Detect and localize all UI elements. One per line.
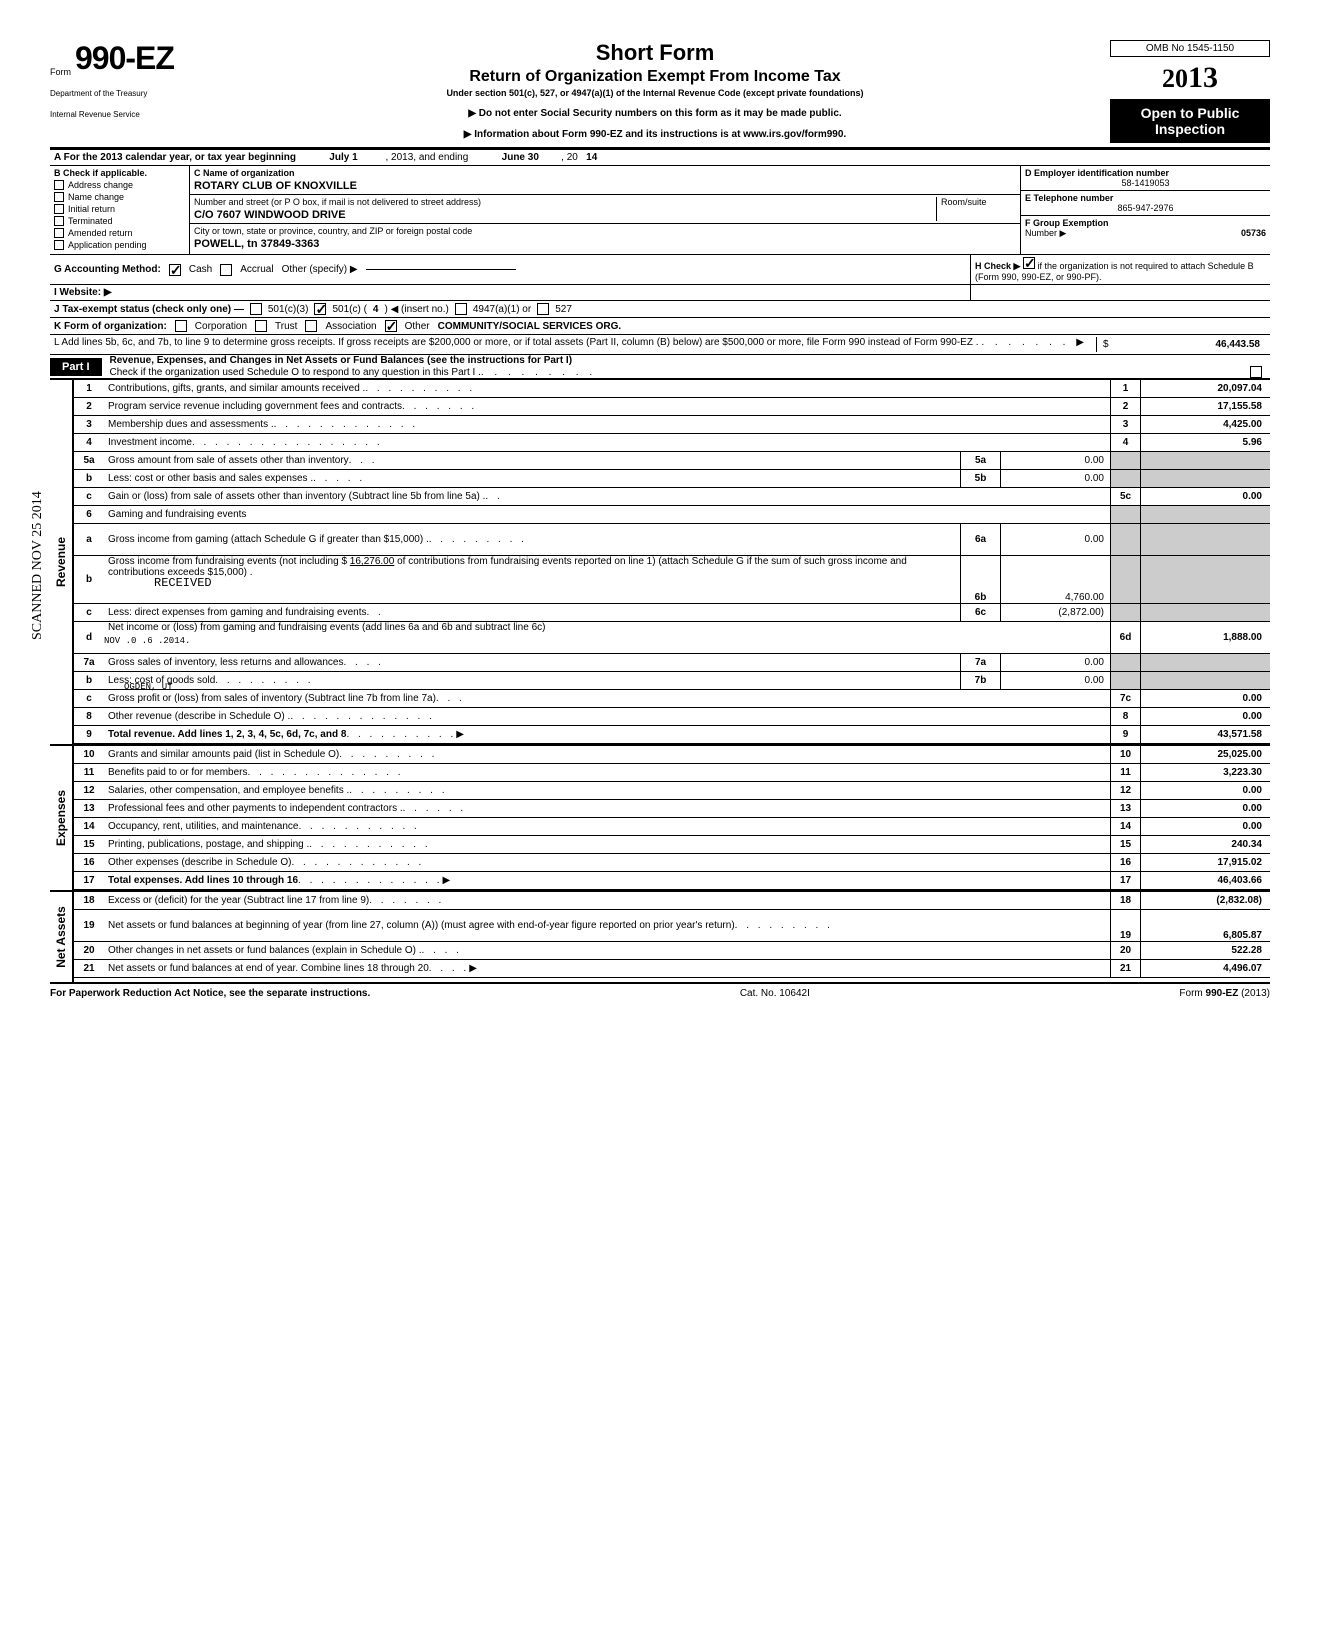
label-l: L Add lines 5b, 6c, and 7b, to line 9 to… (54, 337, 1096, 352)
label-phone: E Telephone number (1025, 193, 1266, 203)
chk-accrual[interactable] (220, 264, 232, 276)
line-21-val: 4,496.07 (1140, 960, 1270, 977)
chk-address[interactable] (54, 180, 64, 190)
line-3-val: 4,425.00 (1140, 416, 1270, 433)
insert-no: 4 (373, 304, 379, 315)
line-15-val: 240.34 (1140, 836, 1270, 853)
line-7c-val: 0.00 (1140, 690, 1270, 707)
footer-form: Form 990-EZ (2013) (1179, 988, 1270, 999)
chk-527[interactable] (537, 303, 549, 315)
form-label: Form (50, 67, 71, 77)
note-info: ▶ Information about Form 990-EZ and its … (208, 129, 1102, 140)
part-1-check-text: Check if the organization used Schedule … (110, 367, 481, 378)
form-number: 990-EZ (75, 40, 174, 77)
line-6b-contrib: 16,276.00 (350, 556, 395, 567)
line-8-val: 0.00 (1140, 708, 1270, 725)
line-10-val: 25,025.00 (1140, 746, 1270, 763)
line-6b-val: 4,760.00 (1000, 556, 1110, 603)
omb-number: OMB No 1545-1150 (1110, 40, 1270, 57)
line-19-val: 6,805.87 (1140, 910, 1270, 941)
footer-cat: Cat. No. 10642I (740, 988, 810, 999)
label-group: F Group Exemption (1025, 218, 1266, 228)
chk-assoc[interactable] (305, 320, 317, 332)
row-a-tax-year: A For the 2013 calendar year, or tax yea… (50, 149, 1270, 166)
line-9-val: 43,571.58 (1140, 726, 1270, 743)
chk-schedule-o[interactable] (1250, 366, 1262, 378)
label-h: H Check ▶ (975, 261, 1020, 271)
line-5a-val: 0.00 (1000, 452, 1110, 469)
chk-501c3[interactable] (250, 303, 262, 315)
stamp-received: RECEIVED (154, 576, 212, 590)
chk-initial[interactable] (54, 204, 64, 214)
chk-4947[interactable] (455, 303, 467, 315)
line-16-val: 17,915.02 (1140, 854, 1270, 871)
line-7b-val: 0.00 (1000, 672, 1110, 689)
line-17-val: 46,403.66 (1140, 872, 1270, 889)
ein: 58-1419053 (1025, 178, 1266, 188)
group-exemption: 05736 (1241, 228, 1266, 239)
org-name: ROTARY CLUB OF KNOXVILLE (194, 180, 1016, 192)
line-14-val: 0.00 (1140, 818, 1270, 835)
chk-name[interactable] (54, 192, 64, 202)
line-6d-val: 1,888.00 (1140, 622, 1270, 653)
phone: 865-947-2976 (1025, 203, 1266, 213)
chk-terminated[interactable] (54, 216, 64, 226)
label-street: Number and street (or P O box, if mail i… (194, 197, 936, 207)
label-k: K Form of organization: (54, 321, 167, 332)
line-2-val: 17,155.58 (1140, 398, 1270, 415)
line-12-val: 0.00 (1140, 782, 1270, 799)
dept-treasury: Department of the Treasury (50, 89, 200, 98)
line-4-val: 5.96 (1140, 434, 1270, 451)
note-ssn: ▶ Do not enter Social Security numbers o… (208, 108, 1102, 119)
line-11-val: 3,223.30 (1140, 764, 1270, 781)
line-18-val: (2,832.08) (1140, 892, 1270, 909)
title-under: Under section 501(c), 527, or 4947(a)(1)… (208, 88, 1102, 98)
label-accounting: G Accounting Method: (54, 264, 161, 275)
stamp-date: NOV .0 .6 .2014. (104, 636, 190, 646)
open-public: Open to Public Inspection (1110, 99, 1270, 143)
chk-corp[interactable] (175, 320, 187, 332)
dept-irs: Internal Revenue Service (50, 110, 200, 119)
line-5c-val: 0.00 (1140, 488, 1270, 505)
line-1-val: 20,097.04 (1140, 380, 1270, 397)
chk-other[interactable] (385, 320, 397, 332)
label-ein: D Employer identification number (1025, 168, 1266, 178)
form-header: Form 990-EZ Department of the Treasury I… (50, 40, 1270, 149)
chk-trust[interactable] (255, 320, 267, 332)
side-revenue: Revenue (50, 380, 74, 744)
gross-receipts: 46,443.58 (1216, 339, 1261, 350)
col-b-checkboxes: B Check if applicable. Address change Na… (50, 166, 190, 254)
label-org-name: C Name of organization (194, 168, 1016, 178)
stamp-ogden: OGDEN, UT (124, 682, 173, 692)
other-org-type: COMMUNITY/SOCIAL SERVICES ORG. (438, 321, 622, 332)
chk-cash[interactable] (169, 264, 181, 276)
street-address: C/O 7607 WINDWOOD DRIVE (194, 209, 936, 221)
line-6c-val: (2,872.00) (1000, 604, 1110, 621)
chk-501c[interactable] (314, 303, 326, 315)
title-short-form: Short Form (208, 40, 1102, 66)
city-state-zip: POWELL, tn 37849-3363 (194, 238, 1016, 250)
side-net-assets: Net Assets (50, 892, 74, 982)
line-20-val: 522.28 (1140, 942, 1270, 959)
line-13-val: 0.00 (1140, 800, 1270, 817)
tax-year: 2013 (1110, 61, 1270, 95)
side-expenses: Expenses (50, 746, 74, 890)
part-1-title: Revenue, Expenses, and Changes in Net As… (110, 355, 1270, 366)
title-return: Return of Organization Exempt From Incom… (208, 68, 1102, 86)
line-7a-val: 0.00 (1000, 654, 1110, 671)
chk-schedule-b[interactable] (1023, 257, 1035, 269)
part-1-label: Part I (50, 358, 102, 376)
label-website: I Website: ▶ (54, 287, 112, 298)
chk-amended[interactable] (54, 228, 64, 238)
scan-stamp: SCANNED NOV 25 2014 (30, 491, 46, 640)
label-room: Room/suite (941, 197, 1016, 207)
line-6a-val: 0.00 (1000, 524, 1110, 555)
chk-pending[interactable] (54, 240, 64, 250)
label-city: City or town, state or province, country… (194, 226, 1016, 236)
footer-paperwork: For Paperwork Reduction Act Notice, see … (50, 988, 370, 999)
line-5b-val: 0.00 (1000, 470, 1110, 487)
label-j: J Tax-exempt status (check only one) — (54, 304, 244, 315)
